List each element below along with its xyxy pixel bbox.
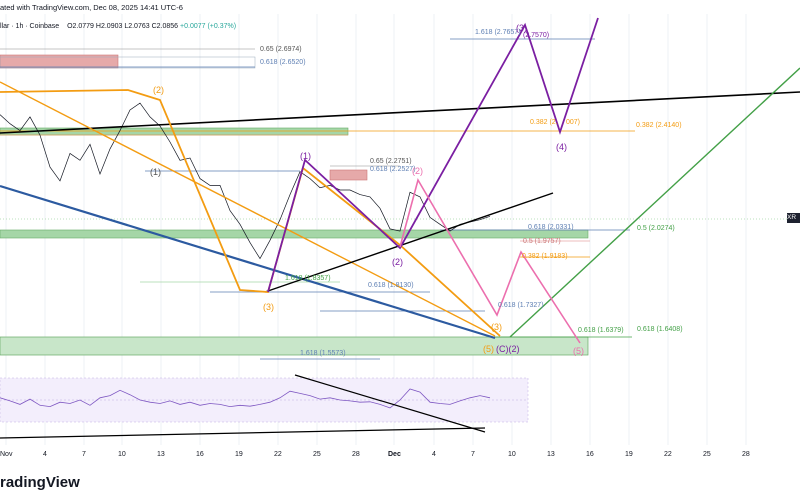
- zone-red-mid: [329, 169, 368, 181]
- support-zone-mid: [0, 229, 589, 239]
- x-tick-label: 28: [742, 451, 750, 458]
- x-tick-label: 19: [625, 451, 633, 458]
- fib-label: 0.5 (2.0274): [637, 225, 675, 232]
- fib-label: 0.618 (1.8130): [368, 282, 414, 289]
- resistance-zone-green: [0, 56, 256, 69]
- wave-label-orange-2: (2): [153, 85, 164, 95]
- price-change: +0.0077 (+0.37%): [180, 23, 237, 30]
- trendlines: [0, 67, 800, 340]
- chart-header: ated with TradingView.com, Dec 08, 2025 …: [0, 0, 800, 16]
- x-tick-label: 13: [547, 451, 555, 458]
- fib-label: 0.65 (2.6974): [260, 46, 302, 53]
- fib-label: 1.618 (1.5573): [300, 350, 346, 357]
- x-tick-label: 4: [43, 451, 47, 458]
- fib-lines: [0, 38, 800, 360]
- price-axis-tag: XR: [787, 213, 800, 223]
- wave-label-small-1: (1): [150, 167, 161, 177]
- wave-label-purple-2: (2): [392, 257, 403, 267]
- x-tick-label: Nov: [0, 451, 13, 458]
- purple-wave-path: [267, 17, 599, 293]
- fib-label: 0.65 (2.2751): [370, 158, 412, 165]
- x-tick-label: 10: [508, 451, 516, 458]
- fib-label: 0.618 (2.0331): [528, 224, 574, 231]
- rsi-trendline-upper: [294, 374, 486, 433]
- x-tick-label: 25: [313, 451, 321, 458]
- fib-label: 0.382 (2.4140): [636, 122, 682, 129]
- x-tick-label: 19: [235, 451, 243, 458]
- wave-label-pink-2: (2): [412, 166, 423, 176]
- pink-wave-path: [399, 177, 581, 344]
- orange-wave-path: [0, 89, 501, 337]
- fib-label: 0.618 (1.6408): [637, 326, 683, 333]
- wave-label-c5: (5): [483, 344, 494, 354]
- wave-label-pink-5: (5): [573, 346, 584, 356]
- x-tick-label: 10: [118, 451, 126, 458]
- x-tick-label: 13: [157, 451, 165, 458]
- rsi-trendline-lower: [0, 427, 486, 439]
- fib-label: 1.618 (1.8357): [285, 275, 331, 282]
- wave-label-purple-4: (4): [556, 142, 567, 152]
- ohlc-high: H2.0903: [95, 23, 123, 30]
- fib-label: 0.382 (1.9183): [522, 253, 568, 260]
- support-zone-bottom: [0, 336, 589, 356]
- fib-label: 0.5 (1.9757): [523, 238, 561, 245]
- ohlc-low: L2.0763: [124, 23, 150, 30]
- x-tick-label: 7: [471, 451, 475, 458]
- wave-label-c3: (3): [491, 322, 502, 332]
- x-tick-label: 7: [82, 451, 86, 458]
- published-text: ated with TradingView.com, Dec 08, 2025 …: [0, 3, 183, 12]
- fib-label: 0.618 (1.6379): [578, 327, 624, 334]
- ohlc-close: C2.0856: [151, 23, 179, 30]
- rsi-series-line: [0, 388, 491, 409]
- fib-label: 0.618 (2.6520): [260, 59, 306, 66]
- x-axis: Nov 4 7 10 13 16 19 22 25 28 Dec 4 7 10 …: [0, 451, 750, 458]
- ohlc-open: O2.0779: [67, 23, 94, 30]
- wave-label-purple-1: (1): [300, 151, 311, 161]
- logo-text: radingView: [0, 473, 80, 491]
- x-tick-label: 25: [703, 451, 711, 458]
- wave-label-orange-3: (3): [263, 302, 274, 312]
- x-tick-label: 16: [196, 451, 204, 458]
- x-tick-label: 28: [352, 451, 360, 458]
- wave-label-c-ci2: (C)(2): [496, 344, 520, 354]
- fib-label: (2.7570): [523, 32, 549, 39]
- fib-label: 0.618 (2.2527): [370, 166, 416, 173]
- tradingview-logo: radingView: [0, 472, 80, 492]
- symbol-name[interactable]: llar · 1h · Coinbase: [0, 23, 60, 30]
- fib-label: 0.382 (2.: [530, 119, 558, 126]
- x-tick-label: 22: [664, 451, 672, 458]
- symbol-info: llar · 1h · Coinbase O2.0779 H2.0903 L2.…: [0, 23, 236, 30]
- x-tick-label: 22: [274, 451, 282, 458]
- fib-label: 007): [566, 119, 580, 126]
- price-series-line: [0, 102, 491, 260]
- wave-label-purple-3: (3): [516, 23, 527, 33]
- fib-label: 0.618 (1.7327): [498, 302, 544, 309]
- x-tick-label: 4: [432, 451, 436, 458]
- vertical-gridlines: [5, 14, 747, 445]
- fib-label: 1.618 (2.7657): [475, 29, 521, 36]
- x-tick-label: 16: [586, 451, 594, 458]
- x-tick-label: Dec: [388, 451, 401, 458]
